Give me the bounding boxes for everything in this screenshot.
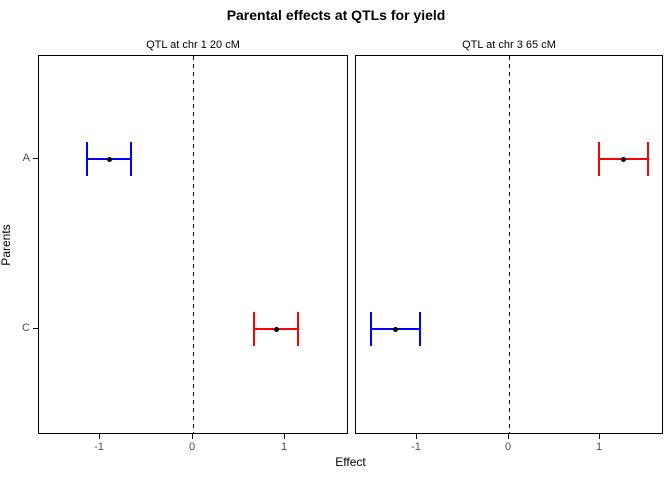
x-axis-tick-label: 1: [595, 441, 603, 453]
x-axis-tick: [192, 434, 193, 439]
y-axis-tick: [33, 328, 38, 329]
errorbar-cap: [419, 312, 421, 346]
y-axis-title: Parents: [0, 224, 13, 266]
x-axis-tick-label: -1: [94, 441, 104, 453]
errorbar-cap: [297, 312, 299, 346]
zero-reference-line: [509, 56, 510, 433]
facet-panel: [38, 55, 348, 434]
plot-title: Parental effects at QTLs for yield: [226, 7, 446, 23]
x-axis-tick-label: -1: [411, 441, 421, 453]
errorbar-cap: [253, 312, 255, 346]
y-axis-tick-label: C: [22, 322, 30, 334]
facet-strip-label: QTL at chr 3 65 cM: [462, 39, 556, 51]
x-axis-tick: [599, 434, 600, 439]
x-axis-tick-label: 0: [504, 441, 512, 453]
x-axis-tick-label: 1: [280, 441, 288, 453]
x-axis-tick: [416, 434, 417, 439]
errorbar-cap: [86, 142, 88, 176]
x-axis-title: Effect: [335, 455, 366, 469]
zero-reference-line: [193, 56, 194, 433]
estimate-point: [106, 156, 112, 162]
x-axis-tick: [99, 434, 100, 439]
facet-strip-label: QTL at chr 1 20 cM: [146, 39, 240, 51]
y-axis-tick: [33, 158, 38, 159]
errorbar-cap: [598, 142, 600, 176]
estimate-point: [273, 326, 279, 332]
estimate-point: [392, 326, 398, 332]
x-axis-tick-label: 0: [188, 441, 196, 453]
facet-panel: [355, 55, 663, 434]
y-axis-tick-label: A: [22, 152, 30, 164]
errorbar-cap: [647, 142, 649, 176]
x-axis-tick: [284, 434, 285, 439]
errorbar-cap: [370, 312, 372, 346]
estimate-point: [620, 156, 626, 162]
errorbar-cap: [130, 142, 132, 176]
x-axis-tick: [508, 434, 509, 439]
